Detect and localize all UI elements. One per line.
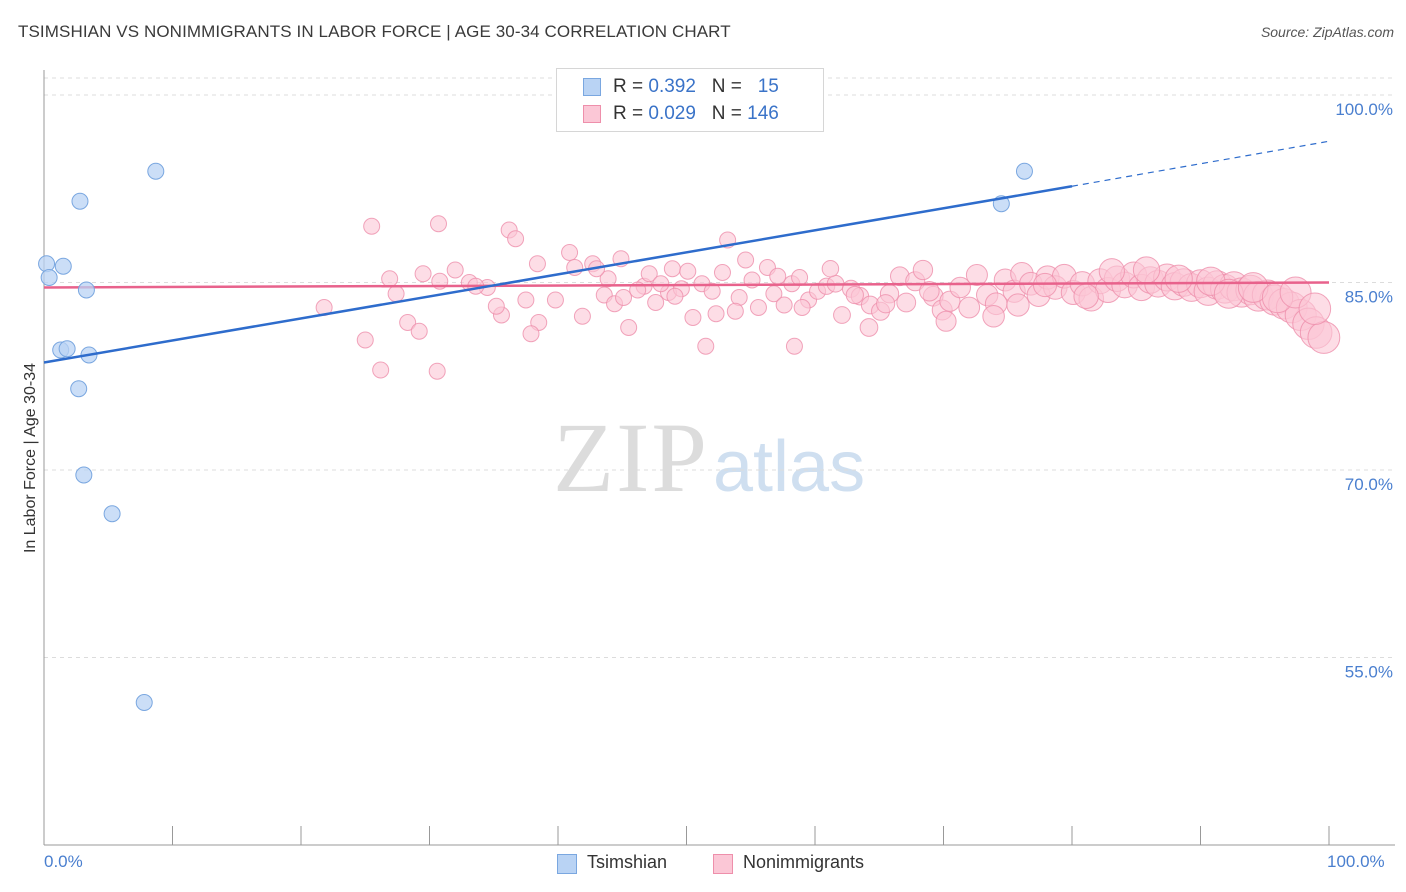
point-nonimmigrants — [663, 260, 681, 278]
series-label-tsimshian: Tsimshian — [587, 852, 668, 872]
point-nonimmigrants — [387, 285, 405, 303]
point-nonimmigrants — [769, 267, 787, 285]
point-nonimmigrants — [713, 264, 731, 281]
point-nonimmigrants — [919, 280, 940, 302]
point-nonimmigrants — [1298, 292, 1332, 326]
point-nonimmigrants — [647, 294, 665, 311]
point-nonimmigrants — [410, 322, 428, 340]
point-nonimmigrants — [845, 285, 864, 305]
chart-source: Source: ZipAtlas.com — [1260, 24, 1394, 40]
point-nonimmigrants — [1073, 283, 1099, 309]
point-tsimshian — [70, 380, 88, 398]
point-nonimmigrants — [517, 291, 535, 309]
series-swatch-tsimshian — [557, 854, 577, 874]
legend-text-tsimshian: R = 0.392 N = 15 — [613, 76, 779, 97]
trendline-tsimshian — [43, 185, 1073, 364]
point-nonimmigrants — [726, 302, 744, 320]
legend-swatch-tsimshian — [583, 78, 601, 96]
point-nonimmigrants — [446, 261, 464, 279]
point-nonimmigrants — [703, 282, 721, 300]
point-nonimmigrants — [679, 262, 697, 280]
point-tsimshian — [58, 340, 76, 358]
point-nonimmigrants — [363, 217, 381, 235]
y-tick-label: 85.0% — [1345, 288, 1393, 307]
point-nonimmigrants — [982, 304, 1005, 328]
legend-swatch-nonimmigrants — [583, 105, 601, 123]
point-nonimmigrants — [707, 305, 725, 323]
point-nonimmigrants — [429, 215, 447, 233]
point-nonimmigrants — [1098, 258, 1125, 285]
chart-title: TSIMSHIAN VS NONIMMIGRANTS IN LABOR FORC… — [18, 22, 731, 41]
point-tsimshian — [1015, 162, 1033, 180]
point-nonimmigrants — [546, 291, 564, 309]
watermark-zip: ZIP — [553, 402, 709, 513]
point-nonimmigrants — [785, 337, 803, 355]
point-tsimshian — [77, 281, 95, 299]
point-nonimmigrants — [381, 270, 399, 288]
point-nonimmigrants — [573, 307, 591, 325]
point-nonimmigrants — [749, 299, 767, 316]
point-nonimmigrants — [1006, 293, 1030, 317]
point-nonimmigrants — [666, 287, 684, 305]
trendline-tsimshian-extension — [1071, 140, 1330, 187]
point-tsimshian — [71, 192, 89, 210]
point-tsimshian — [103, 505, 121, 523]
series-swatch-nonimmigrants — [713, 854, 733, 874]
watermark-atlas: atlas — [713, 427, 866, 507]
point-nonimmigrants — [487, 297, 505, 315]
point-nonimmigrants — [1132, 256, 1161, 284]
point-nonimmigrants — [599, 270, 617, 288]
point-nonimmigrants — [561, 244, 579, 261]
point-tsimshian — [147, 162, 165, 180]
point-nonimmigrants — [697, 337, 715, 355]
x-tick-label-max: 100.0% — [1327, 852, 1385, 871]
point-nonimmigrants — [399, 314, 417, 331]
legend-text-nonimmigrants: R = 0.029 N = 146 — [613, 103, 779, 124]
point-nonimmigrants — [935, 310, 957, 332]
point-nonimmigrants — [859, 318, 879, 337]
y-tick-label: 100.0% — [1335, 100, 1393, 119]
point-tsimshian — [75, 466, 93, 484]
point-nonimmigrants — [528, 255, 546, 273]
correlation-legend: R = 0.392 N = 15 R = 0.029 N = 146 — [556, 68, 824, 132]
y-tick-label: 55.0% — [1345, 663, 1393, 682]
point-nonimmigrants — [1307, 321, 1341, 354]
series-label-nonimmigrants: Nonimmigrants — [743, 852, 865, 872]
point-nonimmigrants — [958, 296, 981, 319]
point-nonimmigrants — [793, 299, 811, 316]
point-nonimmigrants — [428, 362, 446, 380]
point-nonimmigrants — [949, 276, 971, 299]
point-tsimshian — [40, 269, 58, 286]
point-nonimmigrants — [791, 269, 809, 286]
trendline-nonimmigrants — [43, 281, 1330, 289]
point-nonimmigrants — [652, 275, 670, 293]
point-tsimshian — [54, 257, 72, 275]
point-nonimmigrants — [356, 331, 374, 349]
point-nonimmigrants — [1164, 264, 1193, 293]
point-nonimmigrants — [414, 265, 432, 283]
point-nonimmigrants — [684, 309, 702, 326]
watermark: ZIPatlas — [553, 400, 865, 515]
point-nonimmigrants — [507, 230, 525, 248]
point-nonimmigrants — [821, 260, 840, 278]
point-nonimmigrants — [912, 259, 934, 281]
point-nonimmigrants — [640, 265, 658, 283]
point-tsimshian — [38, 255, 56, 273]
point-nonimmigrants — [896, 292, 917, 313]
point-nonimmigrants — [833, 306, 851, 324]
y-tick-label: 70.0% — [1345, 475, 1393, 494]
point-nonimmigrants — [876, 294, 896, 314]
point-nonimmigrants — [615, 289, 633, 306]
point-tsimshian — [135, 694, 153, 711]
point-nonimmigrants — [737, 251, 755, 269]
point-nonimmigrants — [775, 296, 793, 314]
point-nonimmigrants — [965, 263, 988, 287]
x-tick-label-min: 0.0% — [44, 852, 83, 871]
point-nonimmigrants — [620, 319, 638, 336]
point-nonimmigrants — [522, 325, 540, 343]
point-nonimmigrants — [1032, 272, 1058, 298]
point-nonimmigrants — [372, 361, 390, 379]
